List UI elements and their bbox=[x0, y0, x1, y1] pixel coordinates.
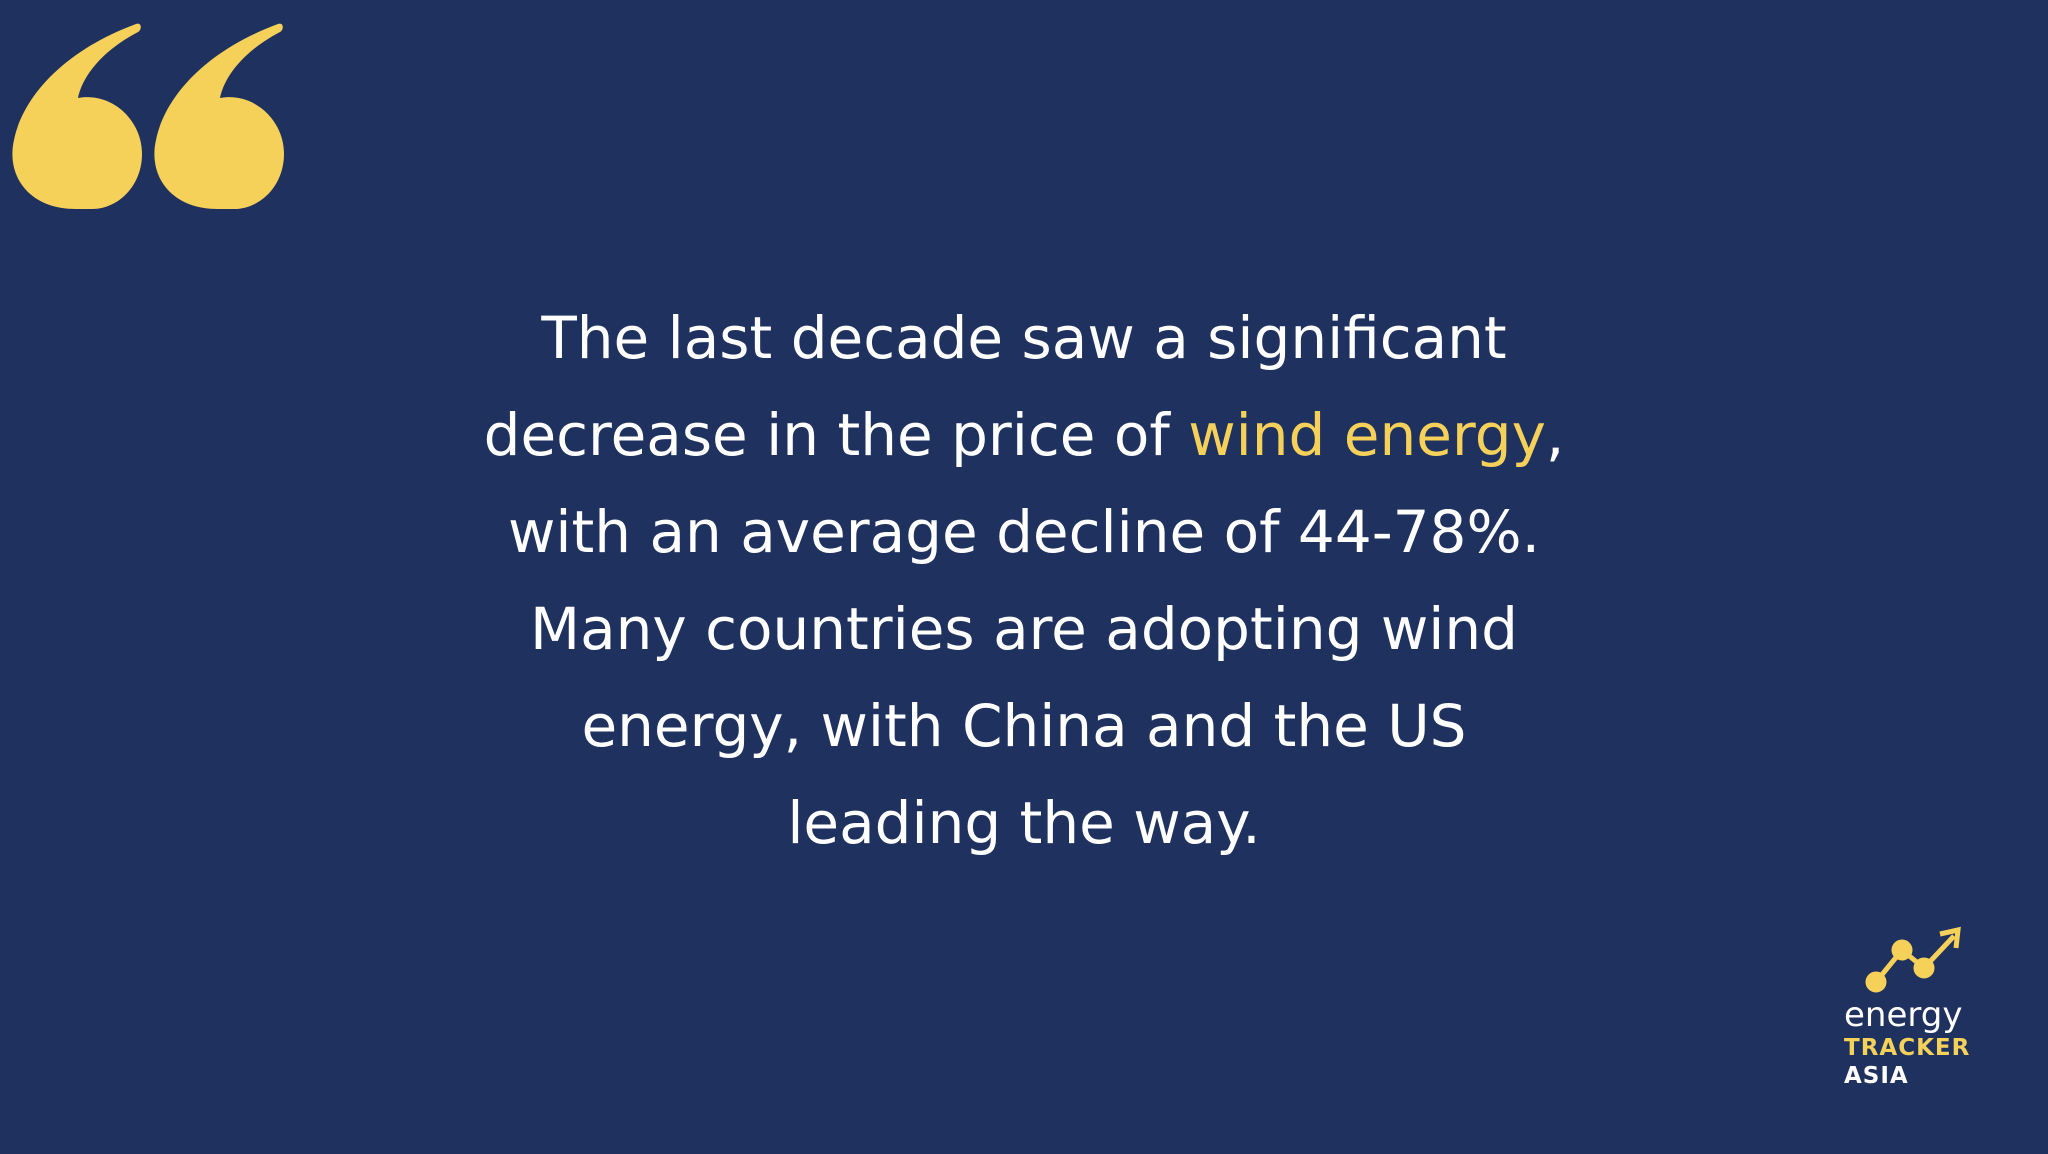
logo-line: ASIA bbox=[1844, 1063, 1909, 1089]
quote-text: The last decade saw a significant decrea… bbox=[0, 290, 2048, 872]
text: leading the way. bbox=[787, 789, 1261, 857]
text: , bbox=[1545, 401, 1565, 469]
quote-line: with an average decline of 44-78%. bbox=[0, 484, 2048, 581]
text: energy, with China and the US bbox=[581, 692, 1467, 760]
quote-line: The last decade saw a significant bbox=[0, 290, 2048, 387]
text: The last decade saw a significant bbox=[541, 304, 1507, 372]
quote-line: energy, with China and the US bbox=[0, 678, 2048, 775]
logo-icon bbox=[1865, 926, 1961, 993]
logo-line: energy bbox=[1844, 995, 1963, 1035]
logo-line: TRACKER bbox=[1844, 1035, 1971, 1061]
text: Many countries are adopting wind bbox=[530, 595, 1518, 663]
text: with an average decline of 44-78%. bbox=[507, 498, 1541, 566]
text: decrease in the price of bbox=[483, 401, 1170, 469]
logo: energy TRACKER ASIA bbox=[1844, 996, 1984, 1090]
quote-line: Many countries are adopting wind bbox=[0, 581, 2048, 678]
highlight: wind energy bbox=[1188, 401, 1546, 469]
quote-mark bbox=[12, 23, 284, 209]
quote-line: decrease in the price of wind energy, bbox=[0, 387, 2048, 484]
quote-line: leading the way. bbox=[0, 775, 2048, 872]
